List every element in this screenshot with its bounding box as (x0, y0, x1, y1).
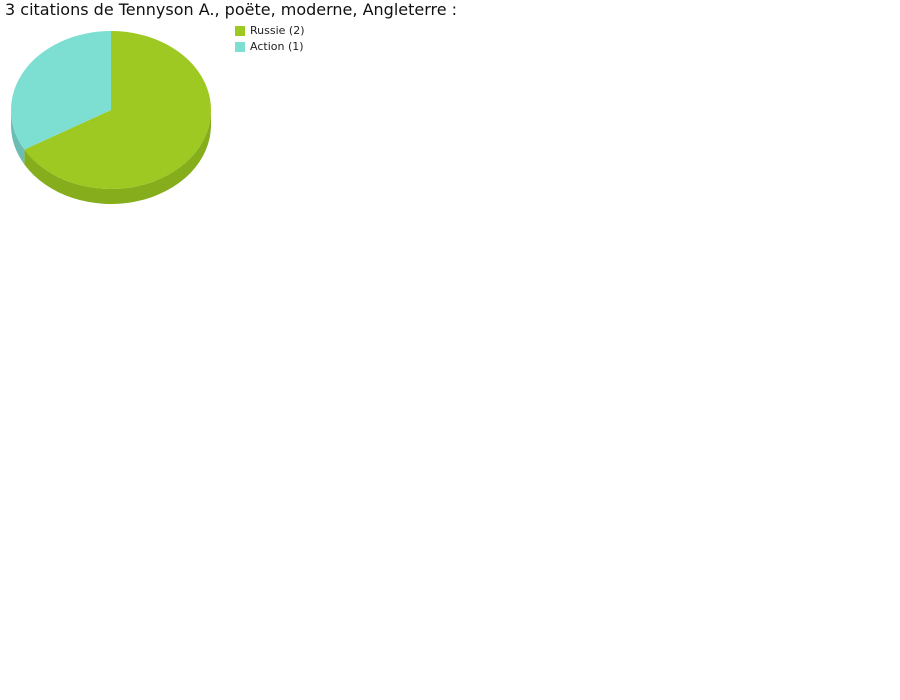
legend-label: Russie (2) (250, 24, 305, 37)
pie-slice-side (11, 110, 25, 165)
pie-slice (24, 31, 211, 189)
pie-slice-side (24, 110, 211, 204)
legend-swatch (235, 41, 245, 52)
legend-label: Action (1) (250, 40, 304, 53)
chart-title: 3 citations de Tennyson A., poëte, moder… (5, 0, 458, 19)
pie-slice (10, 31, 112, 150)
legend-item-action: Action (1) (235, 40, 304, 53)
legend-item-russie: Russie (2) (235, 24, 304, 37)
legend-swatch (235, 25, 245, 36)
